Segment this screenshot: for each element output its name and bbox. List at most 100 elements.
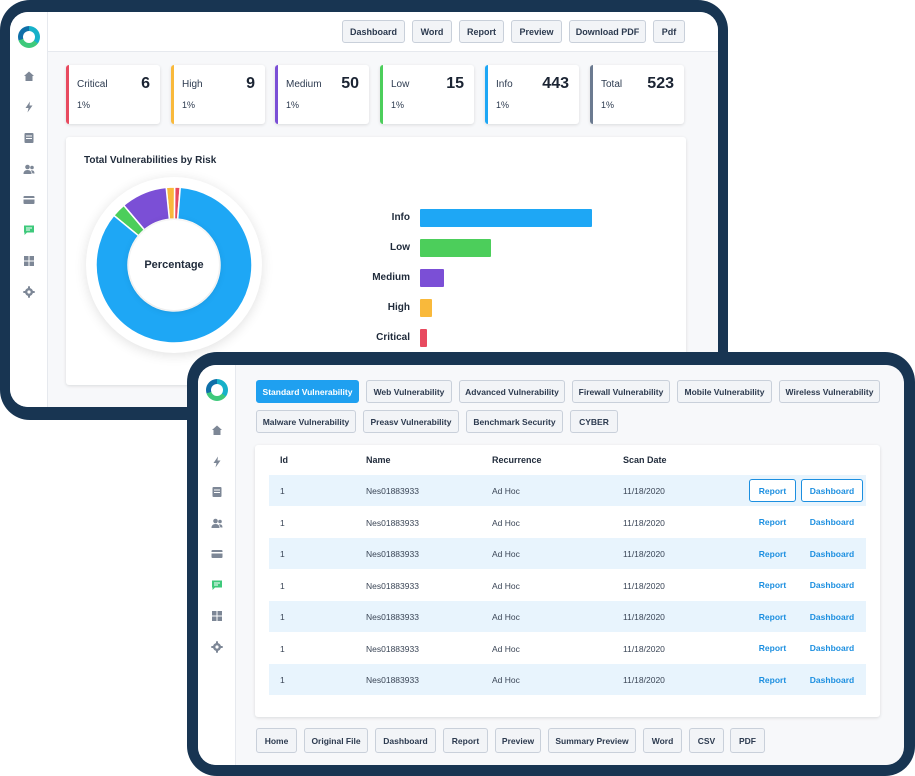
stat-card-medium[interactable]: Medium 50 1%: [275, 65, 369, 124]
bar-high[interactable]: [420, 299, 433, 317]
stat-label: Medium: [286, 79, 322, 90]
word-button[interactable]: Word: [643, 728, 682, 753]
table-row: 1 Nes01883933 Ad Hoc 11/18/2020 Report Dashbo…: [269, 601, 866, 632]
tab-wireless-vulnerability[interactable]: Wireless Vulnerability: [779, 380, 880, 403]
row-dashboard-link[interactable]: Dashboard: [809, 674, 855, 685]
original-file-button[interactable]: Original File: [304, 728, 368, 753]
bar-critical[interactable]: [420, 329, 427, 347]
preview-button[interactable]: Preview: [495, 728, 541, 753]
cell-name: Nes01883933: [366, 643, 419, 654]
bar-medium[interactable]: [420, 269, 445, 287]
chat-icon[interactable]: [21, 222, 37, 238]
cell-id: 1: [280, 675, 285, 685]
row-dashboard-link[interactable]: Dashboard: [801, 479, 863, 502]
cell-recurrence: Ad Hoc: [492, 612, 520, 622]
stat-percent: 1%: [496, 100, 510, 110]
stat-card-low[interactable]: Low 15 1%: [380, 65, 474, 124]
cell-scan-date: 11/18/2020: [623, 549, 665, 559]
cell-id: 1: [280, 549, 285, 559]
cell-name: Nes01883933: [366, 675, 419, 685]
stat-value: 523: [647, 75, 674, 92]
bolt-icon[interactable]: [209, 454, 225, 470]
row-report-link[interactable]: Report: [758, 548, 787, 559]
severity-color-bar: [66, 65, 69, 124]
stat-percent: 1%: [391, 100, 405, 110]
bolt-icon[interactable]: [21, 99, 37, 115]
table-row: 1 Nes01883933 Ad Hoc 11/18/2020 Report Dashbo…: [269, 664, 866, 695]
home-icon[interactable]: [209, 422, 225, 438]
dashboard-button[interactable]: Dashboard: [375, 728, 436, 753]
row-report-link[interactable]: Report: [758, 674, 787, 685]
home-button[interactable]: Home: [256, 728, 297, 753]
table-row: 1 Nes01883933 Ad Hoc 11/18/2020 Report Dashbo…: [269, 633, 866, 664]
row-dashboard-link[interactable]: Dashboard: [809, 517, 855, 527]
users-icon[interactable]: [21, 161, 37, 177]
stat-percent: 1%: [601, 100, 615, 110]
csv-button[interactable]: CSV: [689, 728, 724, 753]
download-pdf-button[interactable]: Download PDF: [569, 20, 646, 43]
app-logo: [18, 26, 40, 48]
severity-color-bar: [590, 65, 593, 124]
donut-slice-info[interactable]: [95, 186, 253, 344]
cell-recurrence: Ad Hoc: [492, 675, 520, 685]
document-icon[interactable]: [209, 484, 225, 500]
stat-card-critical[interactable]: Critical 6 1%: [66, 65, 160, 124]
scans-screen: Standard Vulnerability Web Vulnerability…: [198, 365, 904, 765]
donut-chart: Percentage: [86, 177, 262, 353]
row-dashboard-link[interactable]: Dashboard: [809, 611, 855, 622]
row-report-link[interactable]: Report: [758, 580, 787, 590]
scan-table: Id Name Recurrence Scan Date 1 Nes0188393…: [255, 445, 880, 717]
document-icon[interactable]: [21, 130, 37, 146]
stat-card-total[interactable]: Total 523 1%: [590, 65, 684, 124]
users-icon[interactable]: [209, 515, 225, 531]
donut-center-label: Percentage: [129, 220, 219, 310]
row-report-link[interactable]: Report: [758, 517, 787, 527]
cell-scan-date: 11/18/2020: [623, 612, 665, 622]
gear-icon[interactable]: [21, 284, 37, 300]
row-report-link[interactable]: Report: [758, 643, 787, 653]
bar-label-critical: Critical: [376, 332, 410, 343]
bar-low[interactable]: [420, 239, 491, 257]
home-icon[interactable]: [21, 68, 37, 84]
word-button[interactable]: Word: [412, 20, 452, 43]
report-button[interactable]: Report: [443, 728, 488, 753]
cell-id: 1: [280, 643, 285, 654]
grid-icon[interactable]: [209, 608, 225, 624]
pdf-button[interactable]: Pdf: [653, 20, 685, 43]
stat-card-high[interactable]: High 9 1%: [171, 65, 265, 124]
row-report-link[interactable]: Report: [758, 611, 787, 622]
tab-advanced-vulnerability[interactable]: Advanced Vulnerability: [459, 380, 565, 403]
bar-label-low: Low: [390, 242, 410, 253]
row-dashboard-link[interactable]: Dashboard: [809, 548, 855, 559]
tab-web-vulnerability[interactable]: Web Vulnerability: [366, 380, 452, 403]
chat-icon[interactable]: [209, 577, 225, 593]
cell-name: Nes01883933: [366, 612, 419, 622]
tab-firewall-vulnerability[interactable]: Firewall Vulnerability: [572, 380, 670, 403]
tab-preasv-vulnerability[interactable]: Preasv Vulnerability: [363, 410, 459, 433]
table-row: 1 Nes01883933 Ad Hoc 11/18/2020 Report Dashbo…: [269, 507, 866, 538]
dashboard-button[interactable]: Dashboard: [342, 20, 405, 43]
tab-standard-vulnerability[interactable]: Standard Vulnerability: [256, 380, 359, 403]
row-dashboard-link[interactable]: Dashboard: [809, 580, 855, 590]
preview-button[interactable]: Preview: [511, 20, 562, 43]
pdf-button[interactable]: PDF: [730, 728, 765, 753]
row-report-link[interactable]: Report: [749, 479, 796, 502]
column-header-name: Name: [366, 455, 391, 465]
grid-icon[interactable]: [21, 253, 37, 269]
tab-benchmark-security[interactable]: Benchmark Security: [466, 410, 563, 433]
horizontal-bar-chart: Info Low Medium High Critical: [66, 137, 686, 385]
summary-preview-button[interactable]: Summary Preview: [548, 728, 636, 753]
gear-icon[interactable]: [209, 639, 225, 655]
tab-cyber[interactable]: CYBER: [570, 410, 618, 433]
bar-info[interactable]: [420, 209, 592, 227]
tab-mobile-vulnerability[interactable]: Mobile Vulnerability: [677, 380, 772, 403]
bar-label-high: High: [387, 302, 410, 313]
table-row: 1 Nes01883933 Ad Hoc 11/18/2020 Report Dashbo…: [269, 475, 866, 506]
card-icon[interactable]: [21, 192, 37, 208]
stat-card-info[interactable]: Info 443 1%: [485, 65, 579, 124]
stat-percent: 1%: [182, 100, 196, 110]
report-button[interactable]: Report: [459, 20, 504, 43]
row-dashboard-link[interactable]: Dashboard: [809, 643, 855, 653]
card-icon[interactable]: [209, 546, 225, 562]
tab-malware-vulnerability[interactable]: Malware Vulnerability: [256, 410, 356, 433]
